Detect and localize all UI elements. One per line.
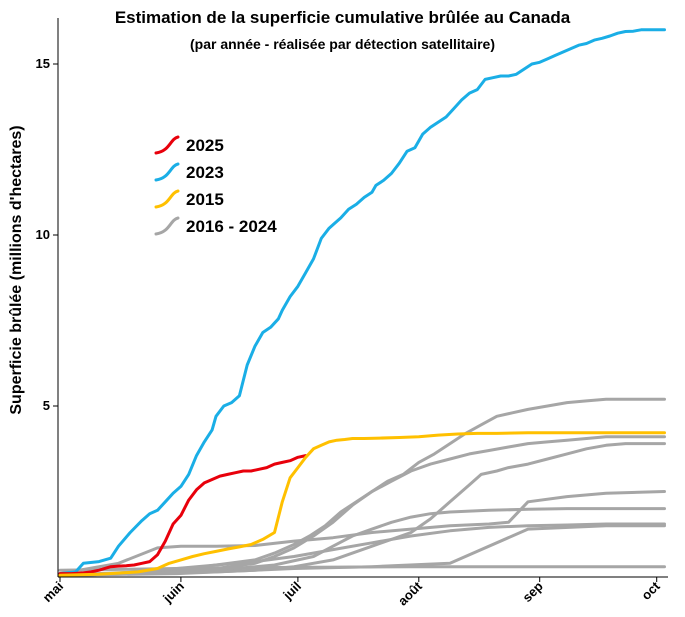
legend-swatch-1	[154, 162, 180, 182]
legend-swatch-3	[154, 216, 180, 236]
legend-label-3: 2016 - 2024	[186, 217, 277, 236]
legend-label-0: 2025	[186, 136, 224, 155]
y-axis-title: Superficie brûlée (millions d'hectares)	[8, 125, 25, 414]
series-grey-1-line	[58, 397, 666, 577]
series-layer	[58, 28, 666, 577]
x-tick-label-juil: juil	[279, 579, 304, 604]
x-tick-label-mai: mai	[40, 579, 66, 605]
x-tick-label-oct: oct	[638, 578, 663, 603]
y-tick-label-10: 10	[36, 227, 50, 242]
x-tick-label-août: août	[395, 578, 425, 608]
chart-subtitle: (par année - réalisée par détection sate…	[189, 36, 495, 52]
axes-layer: 5 10 15 mai juin juil août sep oct	[36, 18, 668, 609]
y-tick-label-15: 15	[36, 56, 50, 71]
series-2023-line	[58, 28, 666, 576]
legend: 2025 2023 2015 2016 - 2024	[154, 135, 277, 236]
series-grey-4-line	[58, 490, 666, 576]
series-2015-line	[58, 431, 666, 577]
series-grey-3-line	[58, 442, 666, 577]
x-tick-label-sep: sep	[519, 578, 545, 604]
series-grey-2-line	[58, 435, 666, 577]
x-tick-label-juin: juin	[159, 578, 187, 606]
y-tick-label-5: 5	[43, 398, 50, 413]
legend-swatch-0	[154, 135, 180, 155]
legend-swatch-2	[154, 189, 180, 209]
series-grey-6-line	[58, 522, 666, 577]
legend-label-1: 2023	[186, 163, 224, 182]
legend-label-2: 2015	[186, 190, 224, 209]
series-2025-line	[58, 454, 308, 576]
chart-title: Estimation de la superficie cumulative b…	[114, 8, 571, 27]
